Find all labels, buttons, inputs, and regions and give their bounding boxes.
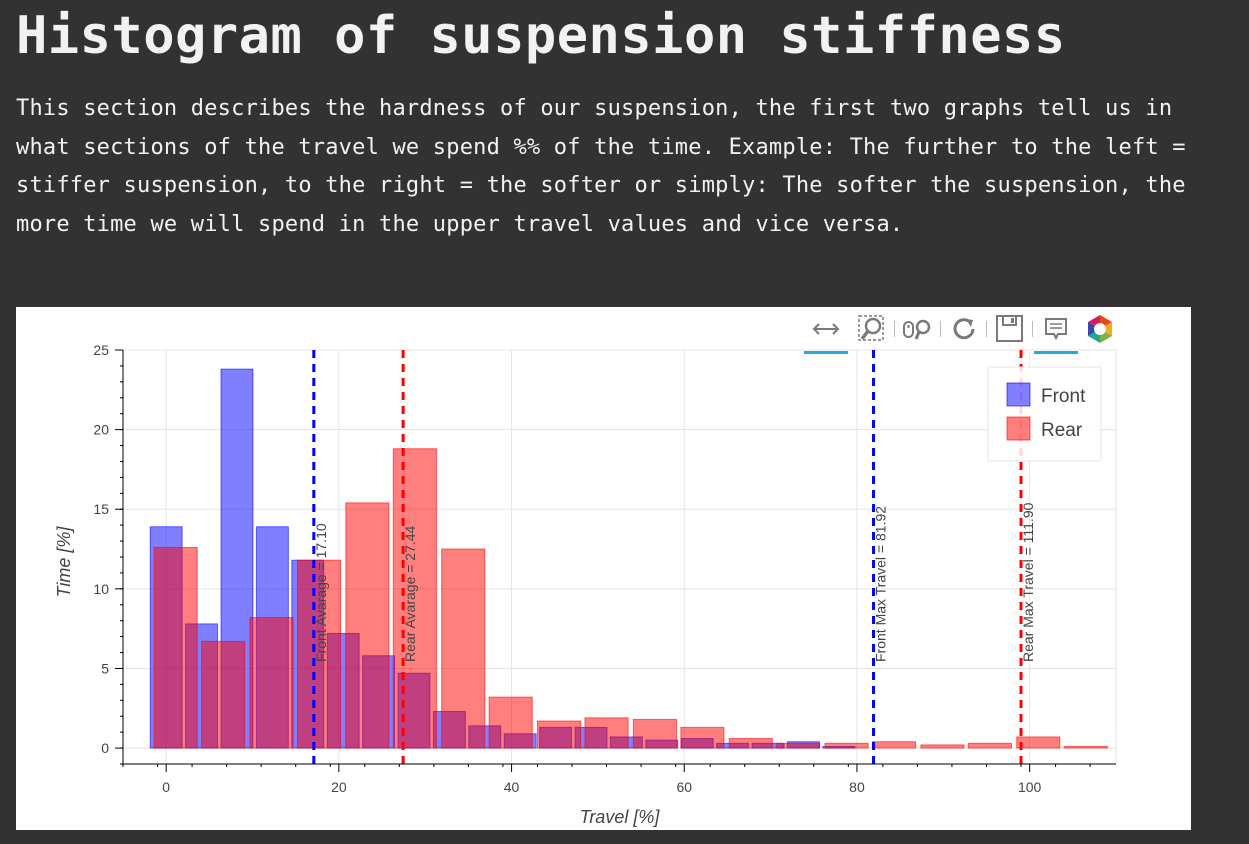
y-tick-label: 25 [93,342,109,358]
legend[interactable]: Front Rear [987,366,1102,462]
tooltip-icon [1045,318,1067,341]
bar-rear [920,744,965,749]
y-tick-label: 5 [101,660,109,676]
bar-rear [728,738,773,749]
horizontal-arrows-icon [812,323,840,335]
reference-line-label: Rear Avarage = 27.44 [402,525,418,662]
legend-swatch-rear [1006,416,1031,441]
histogram-chart[interactable]: Front Avarage = 17.10 Rear Avarage = 27.4… [16,307,1191,830]
bar-rear [1016,736,1061,749]
bar-rear [345,502,390,749]
wheel-zoom-icon [903,319,931,340]
bokeh-logo-icon [1088,315,1112,343]
page-title: Histogram of suspension stiffness [16,6,1066,66]
toolbar-separator [1032,321,1033,337]
y-tick-label: 10 [93,581,109,597]
bar-rear [1063,745,1108,749]
save-tool-button[interactable] [994,313,1026,345]
bar-rear [488,696,533,749]
toolbar-separator [940,321,941,337]
box-zoom-icon [858,315,884,341]
axes: 0 5 10 15 20 25 0 20 40 60 80 100 Travel [%] Time [%] [54,342,1116,827]
reference-line-label: Rear Max Travel = 111.90 [1020,502,1036,662]
chart-toolbar [16,307,1191,355]
y-tick-label: 0 [101,740,109,756]
bokeh-logo-link[interactable] [1084,313,1116,345]
reset-icon [953,318,975,340]
section-description: This section describes the hardness of o… [16,96,1186,237]
hover-tool-button[interactable] [1034,313,1078,354]
bar-rear [249,617,294,749]
reference-line-label: Front Max Travel = 81.92 [873,506,889,662]
wheel-zoom-tool-button[interactable] [902,313,934,345]
x-axis-title: Travel [%] [580,807,661,827]
bar-rear [296,559,342,749]
toolbar-separator [986,321,987,337]
legend-label-rear: Rear [1041,420,1083,441]
reference-lines: Front Avarage = 17.10 Rear Avarage = 27.4… [312,350,1036,764]
pan-tool-button[interactable] [804,313,848,354]
bar-rear [536,720,582,749]
bar-rear [201,640,246,749]
save-icon [996,315,1023,342]
reference-line-label: Front Avarage = 17.10 [313,523,329,662]
bar-rear [632,718,677,749]
x-tick-label: 100 [1018,779,1042,795]
y-tick-label: 15 [93,501,109,517]
x-tick-label: 60 [676,779,692,795]
bar-rear [392,448,437,749]
box-zoom-tool-button[interactable] [856,313,888,345]
bar-rear [967,742,1013,749]
reset-tool-button[interactable] [948,313,980,345]
x-tick-label: 80 [849,779,865,795]
x-tick-label: 20 [331,779,347,795]
bar-rear [584,717,629,749]
legend-swatch-front [1006,382,1031,407]
bar-rear [776,742,821,749]
bar-rear [824,742,869,749]
y-axis-title: Time [%] [54,526,74,598]
x-tick-label: 40 [504,779,520,795]
x-tick-label: 0 [162,779,170,795]
legend-box [987,366,1102,462]
legend-label-front: Front [1041,386,1086,407]
bar-rear [680,726,725,749]
bar-rear [871,741,917,749]
bars [149,368,1108,749]
bar-rear [153,546,198,749]
bar-rear [441,548,486,749]
chart-figure[interactable]: Front Avarage = 17.10 Rear Avarage = 27.4… [16,307,1191,830]
toolbar-separator [894,321,895,337]
y-tick-label: 20 [93,422,109,438]
